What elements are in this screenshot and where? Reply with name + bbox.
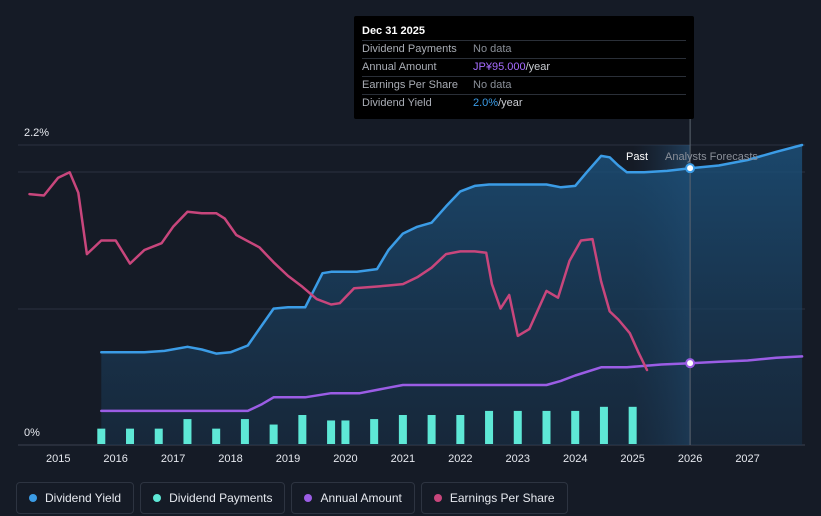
tooltip-date: Dec 31 2025 [362, 25, 425, 37]
legend-dot-icon [29, 494, 37, 502]
x-tick-label: 2018 [218, 453, 242, 465]
bar-dividend-payment [240, 419, 249, 444]
bar-dividend-payment [298, 415, 307, 444]
tooltip-value: JP¥95.000 [473, 61, 526, 73]
tooltip-suffix: /year [525, 61, 551, 73]
x-tick-label: 2020 [333, 453, 357, 465]
bar-dividend-payment [628, 406, 637, 444]
line-eps [28, 171, 649, 372]
bar-dividend-payment [542, 410, 551, 444]
tooltip-value: 2.0% [473, 97, 499, 109]
marker-annual_amount [685, 358, 696, 369]
bar-dividend-payment [599, 406, 608, 444]
bar-dividend-payment [370, 419, 379, 444]
bar-dividend-payment [327, 420, 336, 444]
tooltip-row-annual-amount: Annual Amount JP¥95.000/year [362, 58, 686, 76]
x-tick-label: 2026 [678, 453, 702, 465]
x-tick-label: 2025 [620, 453, 644, 465]
bar-dividend-payment [269, 424, 278, 444]
tooltip: Dec 31 2025 Dividend Payments No data An… [354, 16, 694, 119]
legend-dividend-yield[interactable]: Dividend Yield [16, 482, 135, 514]
bar-dividend-payment [97, 428, 106, 444]
tooltip-row-dividend-payments: Dividend Payments No data [362, 40, 686, 58]
bar-dividend-payment [427, 415, 436, 444]
legend-label: Dividend Yield [45, 491, 122, 505]
tooltip-label: Dividend Payments [362, 43, 457, 55]
tooltip-value: No data [473, 79, 512, 91]
y-axis-top-label: 2.2% [24, 127, 49, 139]
bar-dividend-payment [212, 428, 221, 444]
tooltip-value: No data [473, 43, 512, 55]
legend-dot-icon [433, 494, 442, 502]
legend-label: Annual Amount [320, 491, 402, 505]
tooltip-row-eps: Earnings Per Share No data [362, 76, 686, 94]
x-tick-label: 2022 [448, 453, 472, 465]
x-tick-label: 2016 [103, 453, 127, 465]
tooltip-label: Earnings Per Share [362, 79, 458, 91]
bar-dividend-payment [513, 410, 522, 444]
bar-dividend-payment [485, 410, 494, 444]
bar-dividend-payment [154, 428, 163, 444]
marker-dividend_yield [685, 163, 696, 174]
x-tick-label: 2027 [735, 453, 759, 465]
x-tick-label: 2021 [391, 453, 415, 465]
legend-dividend-payments[interactable]: Dividend Payments [140, 482, 286, 514]
legend-label: Earnings Per Share [449, 491, 555, 505]
area-layer [101, 145, 803, 445]
bar-dividend-payment [456, 415, 465, 444]
bar-dividend-payment [341, 420, 350, 444]
x-tick-label: 2015 [46, 453, 70, 465]
bar-layer [97, 406, 637, 444]
legend-dot-icon [304, 494, 313, 502]
tooltip-label: Dividend Yield [362, 97, 432, 109]
tooltip-value-wrap: JP¥95.000/year [473, 59, 550, 76]
bar-dividend-payment [571, 410, 580, 444]
tooltip-suffix: /year [498, 97, 523, 109]
bar-dividend-payment [183, 419, 192, 444]
x-tick-layer: 2015 2016 2017 2018 2019 2020 2021 2022 2023 2024… [46, 453, 760, 465]
legend-label: Dividend Payments [169, 491, 273, 505]
x-tick-label: 2017 [161, 453, 185, 465]
tooltip-row-dividend-yield: Dividend Yield 2.0%/year [362, 94, 686, 112]
legend-earnings-per-share[interactable]: Earnings Per Share [420, 482, 568, 514]
analysts-forecasts-label: Analysts Forecasts [665, 151, 758, 163]
bar-dividend-payment [126, 428, 135, 444]
marker-layer [685, 163, 696, 369]
x-tick-label: 2019 [276, 453, 300, 465]
past-label: Past [626, 151, 648, 163]
legend-dot-icon [153, 494, 162, 502]
x-tick-label: 2024 [563, 453, 587, 465]
y-axis-bottom-label: 0% [24, 427, 40, 439]
line-dividend_yield [100, 143, 804, 355]
tooltip-label: Annual Amount [362, 61, 437, 73]
area-dividend_yield [101, 145, 803, 445]
bar-dividend-payment [398, 415, 407, 444]
x-tick-label: 2023 [506, 453, 530, 465]
legend-annual-amount[interactable]: Annual Amount [291, 482, 415, 514]
legend: Dividend Yield Dividend Payments Annual … [16, 482, 568, 514]
tooltip-value-wrap: 2.0%/year [473, 95, 523, 112]
